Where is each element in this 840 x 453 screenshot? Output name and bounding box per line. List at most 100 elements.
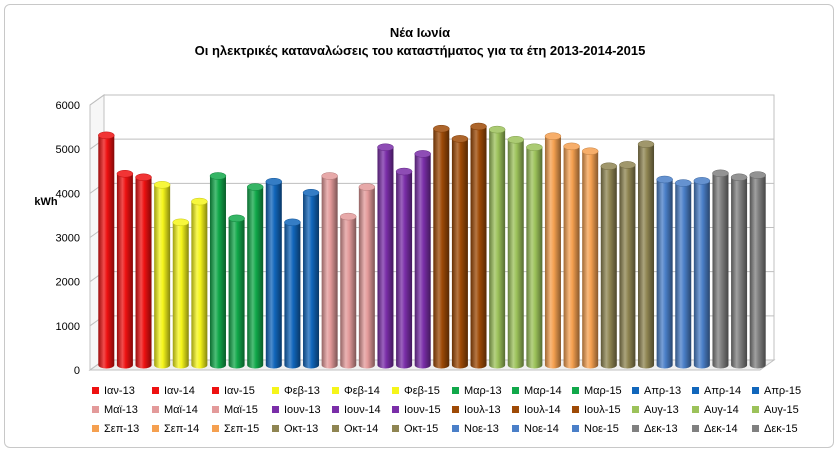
- bar-cap: [451, 135, 469, 143]
- legend-item: Δεκ-13: [632, 422, 678, 436]
- legend-item: Ιουν-13: [272, 403, 321, 417]
- bar-cap: [544, 132, 562, 140]
- bar-cap: [749, 171, 766, 179]
- bar: [563, 142, 580, 369]
- legend-swatch: [452, 406, 459, 413]
- legend-swatch: [332, 425, 339, 432]
- legend-item: Ιουλ-14: [512, 403, 561, 417]
- legend-item: Νοε-15: [572, 422, 619, 436]
- legend-label: Απρ-14: [704, 385, 742, 397]
- bar: [302, 189, 320, 369]
- legend-label: Ιαν-15: [224, 385, 255, 397]
- bar-cap: [674, 179, 692, 187]
- legend-swatch: [572, 425, 579, 432]
- bar-body: [98, 135, 115, 369]
- bar: [433, 124, 450, 369]
- bar: [246, 183, 264, 369]
- legend-label: Ιουν-15: [404, 404, 441, 416]
- legend-label: Σεπ-13: [104, 423, 140, 435]
- legend-item: Αυγ-14: [692, 403, 739, 417]
- bar-cap: [433, 124, 450, 133]
- legend-swatch: [572, 387, 579, 394]
- legend-label: Νοε-14: [524, 423, 559, 435]
- bar: [507, 136, 525, 369]
- bar-body: [507, 139, 524, 369]
- legend-swatch: [752, 387, 759, 394]
- bar-body: [209, 175, 226, 369]
- bar-cap: [507, 136, 525, 144]
- legend-swatch: [632, 425, 639, 432]
- y-tick-label: 5000: [56, 144, 80, 156]
- legend-item: Απρ-13: [632, 384, 681, 398]
- bar: [544, 132, 562, 369]
- legend-label: Μαϊ-14: [164, 404, 198, 416]
- bar-cap: [209, 172, 227, 180]
- legend-label: Απρ-13: [644, 385, 682, 397]
- legend-item: Σεπ-15: [212, 422, 259, 436]
- legend-label: Σεπ-15: [224, 423, 260, 435]
- bar: [116, 170, 134, 369]
- legend-label: Οκτ-15: [404, 423, 439, 435]
- y-tick-label: 0: [74, 365, 80, 377]
- legend-item: Ιουλ-15: [572, 403, 621, 417]
- bar-body: [731, 177, 748, 369]
- legend-item: Απρ-14: [692, 384, 741, 398]
- legend-item: Ιαν-14: [152, 384, 195, 398]
- legend-swatch: [92, 425, 99, 432]
- y-tick-label: 3000: [56, 233, 80, 245]
- legend-item: Αυγ-15: [752, 403, 799, 417]
- legend-item: Μαϊ-13: [92, 403, 138, 417]
- legend-swatch: [272, 406, 279, 413]
- bar: [451, 135, 469, 369]
- legend-label: Δεκ-14: [704, 423, 738, 435]
- bar: [191, 197, 208, 369]
- legend-item: Ιουν-15: [392, 403, 441, 417]
- bar-body: [154, 184, 171, 369]
- legend-label: Δεκ-13: [644, 423, 678, 435]
- bar-cap: [526, 143, 543, 152]
- legend-label: Ιουλ-14: [524, 404, 561, 416]
- legend-swatch: [632, 387, 639, 394]
- legend-label: Αυγ-13: [644, 404, 679, 416]
- legend-label: Ιουν-13: [284, 404, 321, 416]
- bar: [209, 172, 227, 369]
- bar-body: [377, 147, 394, 369]
- bar-body: [265, 181, 282, 369]
- legend-item: Δεκ-14: [692, 422, 738, 436]
- legend-item: Μαρ-15: [572, 384, 622, 398]
- bar-body: [340, 216, 357, 369]
- legend-item: Ιουλ-13: [452, 403, 501, 417]
- legend-label: Ιαν-13: [104, 385, 135, 397]
- legend-swatch: [692, 425, 699, 432]
- legend-item: Μαϊ-14: [152, 403, 198, 417]
- bar-cap: [284, 218, 301, 227]
- legend-label: Ιουλ-15: [584, 404, 621, 416]
- bar-body: [284, 222, 301, 369]
- bar-cap: [600, 162, 618, 170]
- bar: [377, 143, 394, 369]
- legend-item: Οκτ-13: [272, 422, 318, 436]
- legend-swatch: [332, 387, 339, 394]
- bar-body: [396, 171, 413, 369]
- legend-item: Οκτ-14: [332, 422, 378, 436]
- bar: [674, 179, 692, 369]
- legend-label: Οκτ-14: [344, 423, 379, 435]
- bar-cap: [246, 183, 264, 191]
- y-tick-label: 6000: [56, 100, 80, 112]
- bar-cap: [581, 147, 599, 155]
- legend-item: Ιουν-14: [332, 403, 381, 417]
- legend-label: Νοε-15: [584, 423, 619, 435]
- legend-item: Ιαν-13: [92, 384, 135, 398]
- bar-cap: [116, 170, 134, 178]
- bar-cap: [730, 173, 748, 182]
- y-tick-label: 1000: [56, 321, 80, 333]
- bar-cap: [191, 197, 208, 206]
- bar-cap: [265, 177, 283, 186]
- legend-swatch: [212, 425, 219, 432]
- bar-body: [470, 126, 487, 369]
- bar-cap: [153, 181, 171, 189]
- legend-item: Μαρ-14: [512, 384, 562, 398]
- chart-title-block: Νέα Ιωνία Οι ηλεκτρικές καταναλώσεις του…: [0, 24, 840, 60]
- bar: [358, 183, 376, 369]
